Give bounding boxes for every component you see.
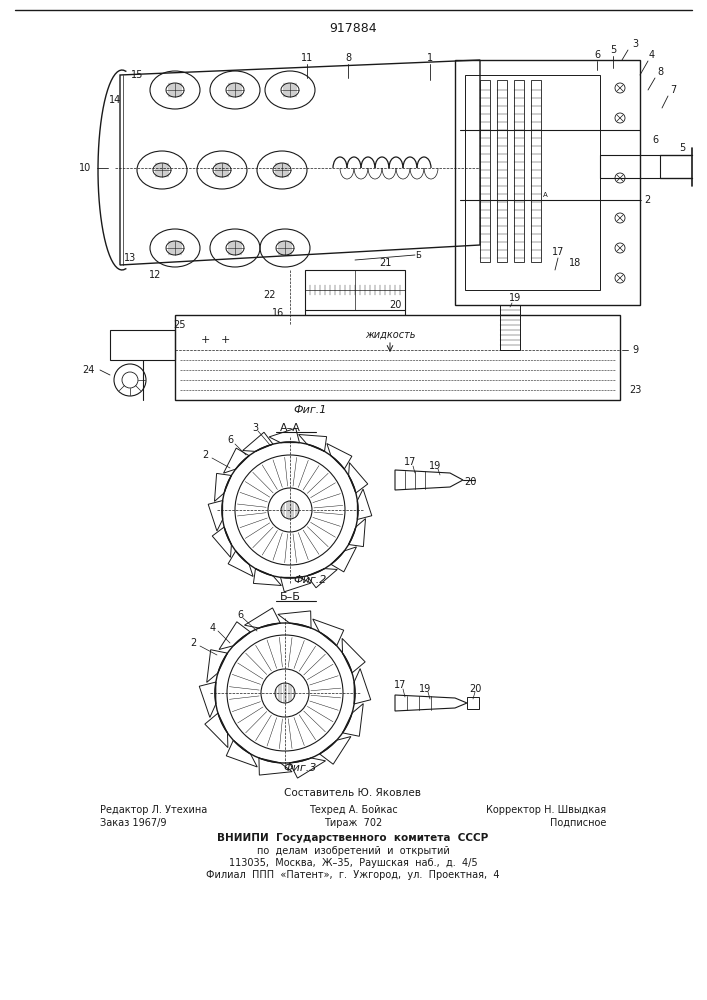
- Text: Филиал  ППП  «Патент»,  г.  Ужгород,  ул.  Проектная,  4: Филиал ППП «Патент», г. Ужгород, ул. Про…: [206, 870, 500, 880]
- Text: 19: 19: [509, 293, 521, 303]
- Text: 10: 10: [79, 163, 91, 173]
- Text: 6: 6: [227, 435, 233, 445]
- Text: 6: 6: [237, 610, 243, 620]
- Text: 24: 24: [82, 365, 94, 375]
- Text: Подписное: Подписное: [549, 818, 606, 828]
- Text: Фиг.1: Фиг.1: [293, 405, 327, 415]
- Text: 7: 7: [670, 85, 676, 95]
- Text: 8: 8: [345, 53, 351, 63]
- Text: 13: 13: [124, 253, 136, 263]
- Text: 6: 6: [652, 135, 658, 145]
- Text: 14: 14: [109, 95, 121, 105]
- Text: 18: 18: [569, 258, 581, 268]
- Text: 19: 19: [419, 684, 431, 694]
- Text: Б–Б: Б–Б: [279, 592, 300, 602]
- Text: А–А: А–А: [279, 423, 300, 433]
- Text: Корректор Н. Швыдкая: Корректор Н. Швыдкая: [486, 805, 606, 815]
- Text: 6: 6: [594, 50, 600, 60]
- Text: ВНИИПИ  Государственного  комитета  СССР: ВНИИПИ Государственного комитета СССР: [217, 833, 489, 843]
- Text: 2: 2: [202, 450, 208, 460]
- Text: Б: Б: [415, 250, 421, 259]
- Text: 5: 5: [610, 45, 616, 55]
- Text: Техред А. Бойкас: Техред А. Бойкас: [309, 805, 397, 815]
- Text: 25: 25: [174, 320, 186, 330]
- Text: Фиг.2: Фиг.2: [293, 575, 327, 585]
- Text: 22: 22: [264, 290, 276, 300]
- Text: 1: 1: [427, 53, 433, 63]
- Text: 23: 23: [629, 385, 641, 395]
- Text: Редактор Л. Утехина: Редактор Л. Утехина: [100, 805, 207, 815]
- Text: 2: 2: [190, 638, 196, 648]
- Text: 20: 20: [464, 477, 477, 487]
- Text: 9: 9: [632, 345, 638, 355]
- Text: по  делам  изобретений  и  открытий: по делам изобретений и открытий: [257, 846, 450, 856]
- Text: 3: 3: [632, 39, 638, 49]
- Text: Составитель Ю. Яковлев: Составитель Ю. Яковлев: [284, 788, 421, 798]
- Text: Тираж  702: Тираж 702: [324, 818, 382, 828]
- Text: +: +: [221, 335, 230, 345]
- Text: 8: 8: [657, 67, 663, 77]
- Text: Заказ 1967/9: Заказ 1967/9: [100, 818, 167, 828]
- Text: 2: 2: [644, 195, 650, 205]
- Text: 17: 17: [394, 680, 407, 690]
- Text: А: А: [543, 192, 547, 198]
- Text: 4: 4: [210, 623, 216, 633]
- Text: 12: 12: [148, 270, 161, 280]
- Text: 19: 19: [429, 461, 441, 471]
- Text: 5: 5: [679, 143, 685, 153]
- Text: 15: 15: [131, 70, 144, 80]
- Text: 20: 20: [469, 684, 481, 694]
- Text: 17: 17: [551, 247, 564, 257]
- Text: 16: 16: [272, 308, 284, 318]
- Text: Фиг.3: Фиг.3: [284, 763, 317, 773]
- Text: 4: 4: [649, 50, 655, 60]
- Text: 3: 3: [252, 423, 258, 433]
- Text: +: +: [200, 335, 210, 345]
- Text: 20: 20: [389, 300, 401, 310]
- Text: 917884: 917884: [329, 21, 377, 34]
- Text: 17: 17: [404, 457, 416, 467]
- Text: 113035,  Москва,  Ж–35,  Раушская  наб.,  д.  4/5: 113035, Москва, Ж–35, Раушская наб., д. …: [228, 858, 477, 868]
- Text: 11: 11: [301, 53, 313, 63]
- Text: жидкость: жидкость: [365, 330, 415, 340]
- Text: 21: 21: [379, 258, 391, 268]
